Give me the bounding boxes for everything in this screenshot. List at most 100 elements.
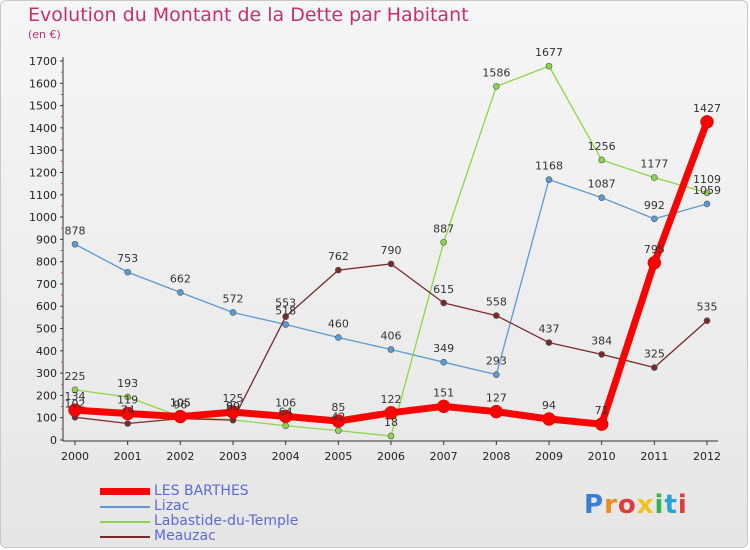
y-tick-label: 300 — [36, 367, 57, 380]
data-point-labastide-du-temple — [598, 156, 605, 164]
data-label-labastide-du-temple: 42 — [331, 411, 345, 424]
data-label-lizac: 293 — [486, 355, 507, 368]
y-tick-label: 0 — [50, 434, 57, 447]
y-tick-label: 900 — [36, 233, 57, 246]
data-point-lizac — [229, 309, 237, 316]
data-label-meauzac: 553 — [275, 297, 296, 310]
data-label-meauzac: 74 — [121, 404, 135, 417]
data-point-les-barthes — [68, 403, 82, 417]
data-label-meauzac: 437 — [539, 323, 560, 336]
data-point-lizac — [177, 289, 184, 296]
data-label-les-barthes: 151 — [433, 386, 454, 399]
data-point-lizac — [598, 194, 605, 201]
data-point-meauzac — [598, 351, 605, 358]
data-label-lizac: 878 — [65, 224, 86, 237]
data-label-meauzac: 615 — [433, 283, 454, 296]
data-label-labastide-du-temple: 105 — [170, 397, 191, 410]
data-label-labastide-du-temple: 225 — [65, 370, 86, 383]
proxiti-logo: Proxiti — [584, 490, 688, 520]
legend-swatch-labastide-du-temple — [100, 520, 150, 523]
logo-letter: t — [664, 490, 678, 520]
data-point-les-barthes — [542, 412, 556, 426]
y-tick-label: 200 — [36, 389, 57, 402]
logo-letter: x — [636, 490, 655, 520]
x-tick-label: 2011 — [640, 450, 668, 463]
data-label-labastide-du-temple: 18 — [384, 416, 398, 429]
y-tick-label: 400 — [36, 345, 57, 358]
data-point-labastide-du-temple — [545, 62, 553, 70]
legend-item-lizac: Lizac — [100, 499, 298, 514]
data-label-labastide-du-temple: 1177 — [640, 158, 668, 171]
data-label-les-barthes: 795 — [644, 243, 665, 256]
chart-unit-label: (en €) — [28, 28, 61, 41]
data-label-les-barthes: 1427 — [693, 102, 721, 115]
y-tick-label: 1200 — [29, 166, 57, 179]
x-tick-label: 2002 — [166, 450, 194, 463]
data-label-les-barthes: 94 — [542, 399, 556, 412]
data-point-lizac — [124, 268, 131, 276]
data-label-lizac: 992 — [644, 199, 665, 212]
data-point-labastide-du-temple — [387, 432, 395, 440]
data-label-les-barthes: 127 — [486, 392, 507, 405]
legend-swatch-lizac — [100, 505, 150, 508]
y-tick-label: 1400 — [29, 122, 57, 135]
data-label-lizac: 1059 — [693, 184, 721, 197]
y-tick-label: 1500 — [29, 100, 57, 113]
y-tick-label: 100 — [36, 412, 57, 425]
y-tick-label: 800 — [36, 256, 57, 269]
data-point-lizac — [493, 371, 500, 378]
data-point-les-barthes — [594, 417, 609, 431]
data-label-les-barthes: 106 — [275, 396, 296, 409]
y-tick-label: 600 — [36, 300, 57, 313]
data-point-labastide-du-temple — [440, 238, 447, 246]
data-label-meauzac: 89 — [226, 400, 240, 413]
data-point-les-barthes — [700, 115, 714, 129]
data-point-lizac — [440, 358, 447, 366]
x-tick-label: 2009 — [535, 450, 563, 463]
data-label-lizac: 518 — [275, 305, 296, 318]
legend-swatch-meauzac — [100, 535, 150, 538]
legend-item-labastide-du-temple: Labastide-du-Temple — [100, 514, 298, 529]
data-point-labastide-du-temple — [282, 422, 289, 430]
data-label-labastide-du-temple: 64 — [279, 406, 293, 419]
data-point-meauzac — [124, 420, 131, 427]
data-label-les-barthes: 119 — [117, 393, 138, 406]
data-label-lizac: 460 — [328, 317, 349, 330]
data-point-les-barthes — [436, 399, 451, 414]
data-point-lizac — [545, 176, 553, 183]
data-point-meauzac — [387, 260, 395, 268]
y-tick-label: 700 — [36, 278, 57, 291]
data-point-meauzac — [440, 299, 447, 307]
data-label-meauzac: 102 — [65, 397, 86, 410]
data-point-meauzac — [282, 313, 289, 321]
x-tick-label: 2012 — [693, 450, 721, 463]
data-point-lizac — [335, 334, 342, 341]
data-point-les-barthes — [120, 406, 135, 421]
data-label-lizac: 1168 — [535, 160, 563, 173]
x-tick-label: 2005 — [324, 450, 352, 463]
data-label-meauzac: 535 — [697, 301, 718, 314]
data-point-labastide-du-temple — [335, 427, 342, 434]
data-label-meauzac: 790 — [381, 244, 402, 257]
legend-label-les-barthes: LES BARTHES — [154, 483, 249, 499]
legend-item-les-barthes: LES BARTHES — [100, 484, 298, 499]
y-tick-label: 1600 — [29, 77, 57, 90]
data-label-les-barthes: 122 — [381, 393, 402, 406]
data-label-meauzac: 558 — [486, 296, 507, 309]
data-point-lizac — [703, 200, 711, 208]
data-label-labastide-du-temple: 887 — [433, 222, 454, 235]
legend-item-meauzac: Meauzac — [100, 529, 298, 544]
data-point-lizac — [387, 346, 395, 353]
y-tick-label: 1300 — [29, 144, 57, 157]
legend-label-meauzac: Meauzac — [154, 528, 216, 544]
data-label-lizac: 753 — [117, 252, 138, 265]
x-tick-label: 2008 — [482, 450, 510, 463]
data-point-labastide-du-temple — [124, 393, 131, 401]
data-label-labastide-du-temple: 1256 — [588, 140, 616, 153]
data-point-meauzac — [493, 312, 500, 319]
data-point-lizac — [651, 215, 658, 223]
data-label-meauzac: 325 — [644, 348, 665, 361]
logo-letter: i — [654, 490, 665, 520]
data-point-meauzac — [651, 364, 658, 371]
data-label-lizac: 349 — [433, 342, 454, 355]
